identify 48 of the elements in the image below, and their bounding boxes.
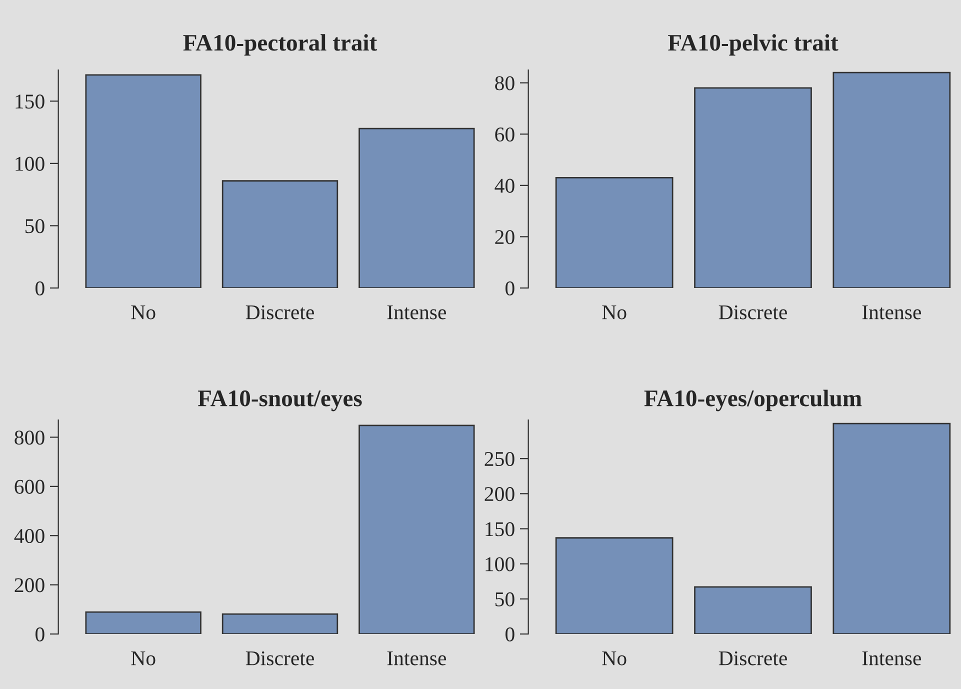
y-tick-label: 20 [495, 230, 514, 244]
bar [358, 128, 475, 288]
bar [555, 177, 674, 288]
y-tick-label: 0 [36, 627, 44, 642]
x-tick-label: No [602, 651, 626, 666]
y-tick-label: 150 [486, 522, 514, 536]
y-tick-label: 600 [14, 480, 44, 494]
bar [694, 586, 812, 634]
x-tick-label: Intense [862, 651, 922, 666]
x-tick-label: No [602, 305, 626, 320]
x-tick-label: Discrete [718, 305, 787, 320]
bar [222, 613, 338, 634]
x-tick-label: Discrete [246, 651, 314, 666]
bar [358, 424, 475, 634]
y-tick-label: 40 [494, 178, 514, 193]
y-tick-label: 100 [486, 557, 514, 572]
chart-title: FA10-pectoral trait [183, 34, 378, 56]
y-tick-label: 100 [16, 156, 44, 171]
y-tick-label: 200 [484, 487, 514, 502]
y-tick-label: 50 [496, 592, 514, 606]
y-tick-label: 400 [14, 528, 44, 544]
bar [832, 72, 951, 288]
y-tick-label: 0 [36, 281, 44, 296]
bar [85, 74, 202, 288]
bar [85, 611, 202, 634]
x-tick-label: Intense [387, 651, 446, 666]
y-tick-label: 800 [14, 430, 44, 445]
bar [694, 87, 812, 288]
y-tick-label: 50 [26, 219, 44, 234]
x-tick-label: Discrete [246, 305, 314, 320]
bar [555, 537, 674, 634]
bar [222, 180, 338, 288]
y-tick-label: 200 [14, 578, 44, 592]
chart-title: FA10-snout/eyes [198, 390, 362, 412]
x-tick-label: No [131, 305, 156, 320]
bar [832, 422, 951, 634]
x-tick-label: Intense [862, 305, 922, 320]
y-tick-label: 150 [16, 94, 44, 109]
y-tick-label: 250 [484, 452, 514, 466]
y-tick-label: 60 [495, 127, 514, 142]
x-tick-label: Intense [387, 305, 446, 320]
y-tick-label: 0 [506, 627, 514, 642]
x-tick-label: No [131, 651, 156, 666]
chart-title: FA10-pelvic trait [668, 34, 838, 56]
y-tick-label: 0 [506, 281, 514, 296]
y-tick-label: 80 [495, 76, 514, 90]
x-tick-label: Discrete [718, 651, 787, 666]
chart-title: FA10-eyes/operculum [644, 390, 862, 412]
